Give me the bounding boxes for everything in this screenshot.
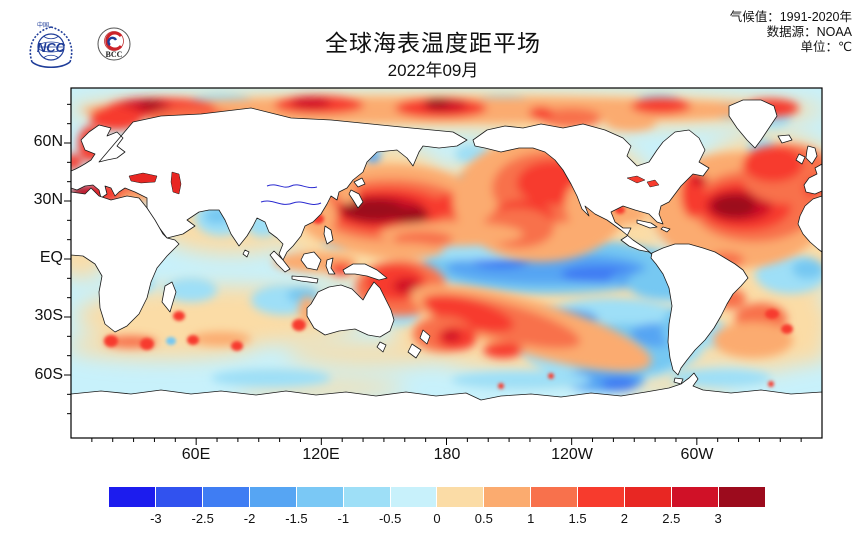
x-tick-label-60e: 60E [181, 446, 211, 463]
south-america [650, 243, 749, 376]
colorbar-tick-label: 3 [714, 511, 722, 526]
philippines [323, 225, 334, 245]
y-axis-ticks [64, 103, 71, 415]
colorbar-tick-label: -3 [150, 511, 162, 526]
colorbar-cell [296, 487, 344, 507]
colorbar-cell [531, 487, 579, 507]
france-iberia [803, 163, 822, 195]
y-tick-label-30s: 30S [34, 307, 63, 324]
inland-waters [128, 171, 660, 195]
meta-climatology: 气候值：1991-2020年 [729, 10, 852, 24]
colorbar-tick-label: 1.5 [568, 511, 587, 526]
colorbar-cell [625, 487, 673, 507]
black-sea [128, 172, 158, 184]
world-map [64, 87, 823, 445]
great-lakes-east [646, 179, 660, 188]
colorbar-tick-label: -0.5 [378, 511, 402, 526]
colorbar-tick-label: -1.5 [285, 511, 308, 526]
madagascar [161, 281, 177, 313]
anomaly-warm-field [71, 96, 822, 372]
north-america [472, 123, 710, 257]
new-zealand-north [419, 329, 431, 345]
rivers [260, 184, 322, 206]
x-axis-ticks [91, 438, 802, 445]
hispaniola [660, 226, 671, 233]
anomaly-small-spots [104, 206, 793, 389]
colorbar-cell [390, 487, 438, 507]
ncc-logo-top-text: 中国 [37, 21, 49, 29]
tasmania [376, 341, 387, 353]
ncc-logo-text: NCC [37, 40, 66, 55]
y-tick-label-eq: EQ [39, 249, 63, 266]
colorbar-cell [484, 487, 532, 507]
bcc-logo-icon: BCC [97, 27, 131, 61]
colorbar-tick-label: 0.5 [474, 511, 493, 526]
page-title: 全球海表温度距平场 [325, 30, 541, 56]
sri-lanka [242, 249, 250, 258]
y-tick-label-60n: 60N [33, 133, 63, 150]
colorbar-cell [578, 487, 626, 507]
logos: 中国 NCC BCC [22, 18, 142, 74]
iceland [777, 134, 793, 144]
y-tick-label-60s: 60S [34, 366, 63, 383]
metadata-block: 气候值：1991-2020年 数据源：NOAA 单位：℃ [730, 10, 852, 55]
colorbar-tick-label: 0 [433, 511, 441, 526]
greenland [728, 99, 778, 149]
sulawesi [325, 257, 336, 275]
colorbar-cell [155, 487, 203, 507]
colorbar-cell [109, 487, 156, 507]
colorbar-cell [672, 487, 719, 507]
java [291, 275, 319, 284]
colorbar-cell [437, 487, 485, 507]
colorbar-tick-label: 2 [620, 511, 629, 526]
colorbar-tick-label: -2 [243, 511, 256, 526]
colorbar-cell [202, 487, 250, 507]
page-subtitle: 2022年09月 [387, 61, 479, 80]
x-tick-label-180: 180 [433, 446, 461, 463]
colorbar-tick-label: 1 [527, 511, 535, 526]
meta-source: 数据源：NOAA [766, 25, 852, 39]
colorbar-cell [343, 487, 391, 507]
colorbar-cell [249, 487, 297, 507]
caspian-sea [170, 171, 182, 195]
yellow-river [266, 184, 318, 189]
new-guinea [342, 263, 388, 281]
africa [71, 187, 180, 333]
landmasses [71, 99, 822, 438]
x-tick-label-120e: 120E [302, 446, 340, 463]
antarctica [71, 372, 822, 438]
borneo [300, 251, 322, 271]
great-lakes-west [626, 175, 646, 184]
cuba [636, 219, 658, 229]
colorbar-tick-label: -2.5 [191, 511, 214, 526]
japan-hokkaido [353, 177, 366, 188]
x-tick-label-60w: 60W [680, 446, 714, 463]
new-zealand-south [407, 343, 422, 359]
colorbar-labels: -3 -2.5 -2 -1.5 -1 -0.5 0 0.5 1 1.5 2 2.5 3 [109, 511, 765, 527]
colorbar [109, 487, 765, 507]
map-content [71, 88, 822, 438]
x-tick-label-120w: 120W [551, 446, 593, 463]
northwest-africa [797, 195, 822, 253]
great-britain [805, 145, 818, 165]
ncc-logo-icon: 中国 NCC [29, 21, 73, 69]
australia [306, 281, 395, 338]
japan-honshu [348, 189, 364, 209]
colorbar-tick-label: 2.5 [662, 511, 681, 526]
yangtze-river [260, 200, 322, 206]
sumatra [269, 250, 291, 273]
bcc-logo-text: BCC [106, 50, 123, 59]
meta-unit: 单位：℃ [800, 40, 852, 54]
y-tick-label-30n: 30N [33, 191, 63, 208]
ireland [795, 153, 806, 165]
colorbar-tick-label: -1 [337, 511, 350, 526]
colorbar-cell [718, 487, 765, 507]
